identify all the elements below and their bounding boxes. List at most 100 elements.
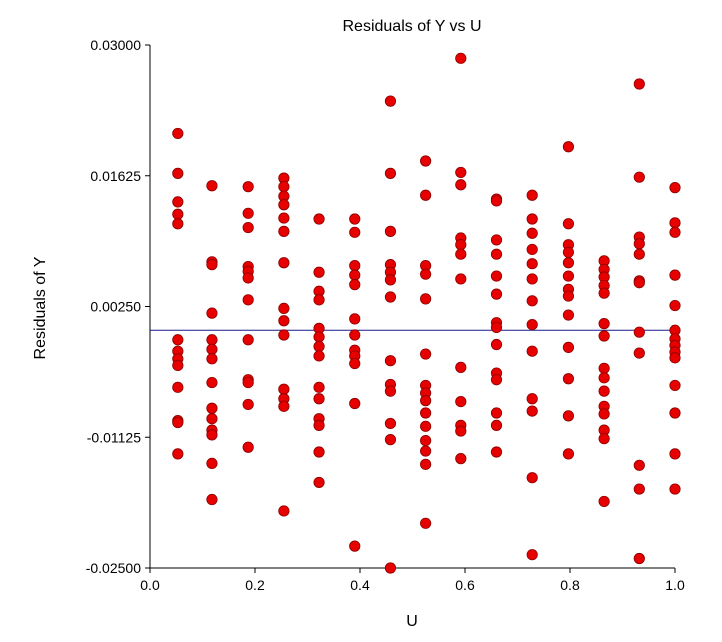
data-point [242,441,254,453]
data-point [669,448,681,460]
x-axis: 0.0 0.2 0.4 0.6 0.8 1.0 [140,567,685,593]
data-point [490,234,503,246]
data-point [562,309,575,321]
data-point [384,225,397,237]
x-tick-label: 0.2 [245,577,265,593]
data-points [172,52,681,574]
data-point [633,238,645,250]
data-point [206,180,218,192]
data-point [172,381,184,393]
data-point [206,429,218,441]
chart-title: Residuals of Y vs U [342,18,481,35]
data-point [598,408,610,420]
data-point [669,269,681,281]
data-point [420,420,432,432]
data-point [669,483,681,495]
y-tick-label: 0.01625 [90,168,141,184]
data-point [313,393,325,405]
data-point [669,226,681,238]
data-point [349,540,361,552]
data-point [490,195,503,207]
data-point [455,179,467,191]
data-point [206,457,218,469]
data-point [669,407,681,419]
data-point [349,329,361,341]
data-point [172,448,184,460]
data-point [384,274,397,286]
data-point [172,359,184,372]
data-point [313,213,325,225]
data-point [526,189,538,201]
data-point [172,196,184,208]
data-point [633,552,645,565]
data-point [633,248,645,260]
data-point [526,393,538,405]
data-point [455,273,467,285]
x-tick-label: 0.6 [455,577,475,593]
data-point [420,458,432,470]
data-point [526,345,538,357]
data-point [349,397,361,410]
data-point [420,155,432,167]
data-point [598,433,610,445]
data-point [420,293,432,305]
data-point [633,347,645,359]
y-tick-label: 0.00250 [90,299,141,315]
data-point [278,400,290,412]
data-point [206,334,218,346]
data-point [562,290,575,302]
data-point [526,318,538,331]
data-point [633,277,645,289]
x-axis-title: U [406,613,418,630]
x-tick-label: 0.0 [140,577,160,593]
data-point [206,493,218,506]
y-tick-label: -0.01125 [87,429,141,445]
data-point [633,326,645,338]
data-point [313,340,325,353]
data-point [278,199,290,211]
data-point [455,425,467,437]
data-point [206,402,218,414]
data-point [206,307,218,319]
y-axis-title: Residuals of Y [32,256,49,359]
data-point [490,321,503,334]
data-point [420,348,432,360]
data-point [206,353,218,365]
data-point [242,207,254,219]
data-point [278,315,290,327]
data-point [490,248,503,260]
data-point [490,288,503,300]
data-point [490,419,503,431]
data-point [313,331,325,343]
data-point [526,243,538,256]
data-point [278,383,290,395]
data-point [313,419,325,431]
data-point [420,395,432,407]
data-point [349,213,361,225]
data-point [633,483,645,495]
data-point [384,562,397,574]
data-point [526,258,538,270]
data-point [278,181,290,193]
data-point [278,257,290,269]
data-point [490,446,503,458]
data-point [242,294,254,306]
data-point [206,343,218,355]
data-point [278,329,290,341]
data-point [598,495,610,508]
data-point [562,218,575,230]
data-point [206,376,218,389]
data-point [384,434,397,446]
data-point [455,248,467,260]
data-point [420,189,432,201]
data-point [455,395,467,408]
data-point [242,181,254,193]
data-point [598,330,610,342]
data-point [420,445,432,457]
data-point [384,355,397,367]
data-point [669,217,681,229]
data-point [562,341,575,353]
data-point [172,416,184,429]
data-point [242,398,254,411]
